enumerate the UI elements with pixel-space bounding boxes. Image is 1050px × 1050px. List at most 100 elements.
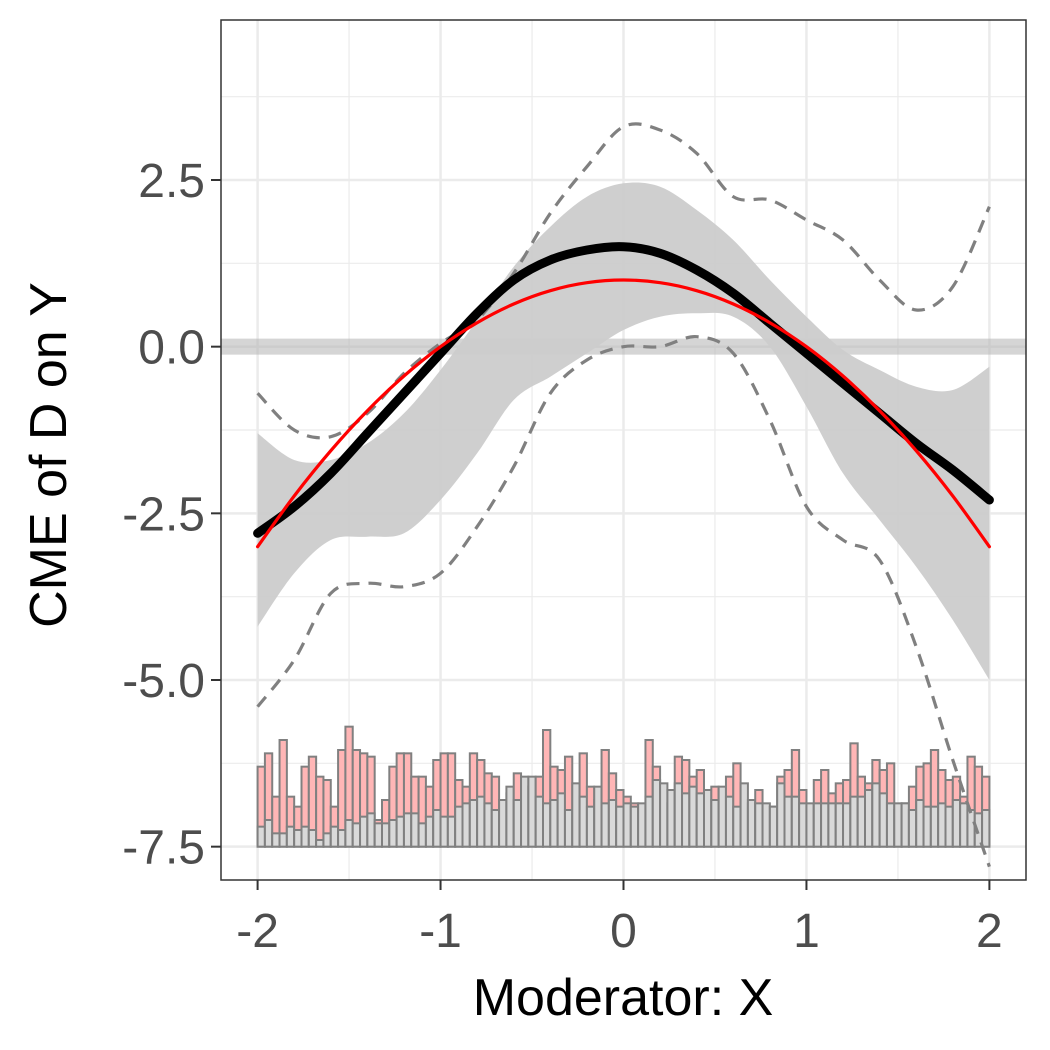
histogram-bar-control	[432, 809, 442, 848]
histogram-bar-control	[563, 809, 574, 848]
histogram-bar-control	[417, 822, 427, 848]
histogram-bar-control	[929, 805, 940, 848]
histogram-bar-control	[842, 802, 852, 848]
histogram-bar-control	[637, 802, 647, 848]
histogram-bar-control	[498, 799, 508, 848]
histogram-bar-control	[915, 799, 925, 848]
histogram-bar-control	[644, 795, 654, 848]
histogram-bar-control	[468, 799, 479, 848]
x-tick-label: -2	[236, 905, 279, 958]
histogram-bar-control	[454, 805, 464, 848]
histogram-bar-control	[542, 802, 552, 848]
histogram-bar-control	[907, 809, 918, 848]
histogram-bar-control	[366, 812, 376, 848]
histogram-bar-control	[410, 812, 420, 848]
x-tick-label: 1	[793, 905, 820, 958]
confidence-band	[257, 182, 990, 680]
histogram-bar-control	[710, 799, 720, 848]
histogram-layer	[256, 725, 991, 848]
histogram-bar-control	[951, 799, 962, 848]
histogram-bar-control	[666, 789, 676, 848]
histogram-bar-control	[871, 782, 881, 848]
histogram-bar-control	[505, 785, 515, 848]
histogram-bar-control	[402, 812, 413, 848]
histogram-bar-control	[805, 802, 815, 848]
histogram-bar-control	[351, 822, 362, 848]
histogram-bar-control	[381, 822, 391, 848]
histogram-bar-control	[600, 802, 610, 848]
histogram-bar-control	[783, 795, 793, 848]
histogram-bar-control	[893, 802, 903, 848]
histogram-bar-control	[300, 825, 310, 848]
histogram-bar-control	[856, 795, 867, 848]
histogram-bar-control	[849, 795, 859, 848]
histogram-bar-control	[790, 795, 801, 848]
histogram-bar-control	[820, 802, 830, 848]
histogram-bar-control	[329, 825, 340, 848]
histogram-bar-control	[746, 799, 757, 848]
histogram-bar-control	[315, 839, 325, 848]
histogram-bar-control	[673, 782, 684, 848]
histogram-bar-control	[512, 799, 523, 848]
x-axis-title: Moderator: X	[473, 969, 774, 1027]
histogram-bar-control	[944, 805, 954, 848]
histogram-bar-control	[307, 829, 318, 848]
histogram-bar-control	[293, 829, 303, 848]
histogram-bar-control	[607, 799, 618, 848]
y-axis-title: CME of D on Y	[20, 282, 78, 628]
histogram-bar-control	[285, 825, 296, 848]
histogram-bar-control	[256, 825, 266, 848]
histogram-bar-control	[688, 785, 698, 848]
histogram-bar-control	[717, 785, 727, 848]
histogram-bar-control	[490, 809, 501, 848]
histogram-bar-control	[593, 785, 603, 848]
x-tick-label: 2	[976, 905, 1003, 958]
histogram-bar-control	[703, 789, 713, 848]
histogram-bar-control	[527, 775, 537, 848]
histogram-bar-control	[476, 795, 486, 848]
histogram-bar-control	[534, 795, 545, 848]
y-tick-label: 2.5	[138, 155, 205, 208]
histogram-bar-control	[578, 795, 588, 848]
histogram-bar-control	[585, 805, 596, 848]
histogram-bar-control	[278, 832, 288, 848]
histogram-bar-control	[483, 802, 493, 848]
histogram-bar-control	[732, 805, 742, 848]
histogram-bar-control	[959, 802, 969, 848]
histogram-bar-control	[659, 782, 669, 848]
histogram-bar-control	[615, 805, 625, 848]
histogram-bar-control	[337, 829, 347, 848]
histogram-bar-control	[622, 802, 632, 848]
histogram-bar-control	[446, 815, 457, 848]
histogram-bar-treated	[278, 739, 288, 848]
histogram-bar-control	[761, 802, 771, 848]
histogram-bar-control	[549, 799, 559, 848]
true-cme-line	[256, 278, 991, 549]
histogram-bar-control	[724, 795, 735, 848]
histogram-bar-control	[812, 802, 823, 848]
y-tick-label: -7.5	[122, 822, 205, 875]
x-tick-label: 0	[610, 905, 637, 958]
histogram-bar-control	[271, 832, 281, 848]
histogram-bar-control	[885, 802, 896, 848]
histogram-bar-control	[922, 805, 932, 848]
histogram-bar-control	[834, 802, 845, 848]
y-tick-label: 0.0	[138, 322, 205, 375]
histogram-bar-control	[981, 809, 991, 848]
histogram-bar-control	[556, 792, 566, 848]
histogram-bar-control	[439, 815, 449, 848]
histogram-bar-control	[263, 819, 274, 848]
histogram-bar-control	[900, 802, 910, 848]
histogram-bar-control	[322, 832, 332, 848]
histogram-bar-control	[373, 822, 384, 848]
histogram-bar-control	[798, 802, 808, 848]
histogram-bar-control	[388, 819, 398, 848]
histogram-bar-control	[739, 782, 749, 848]
histogram-bar-control	[681, 792, 691, 848]
histogram-bar-control	[776, 782, 786, 848]
histogram-bar-treated	[315, 775, 325, 848]
histogram-bar-control	[395, 815, 405, 848]
histogram-bar-control	[359, 815, 369, 848]
